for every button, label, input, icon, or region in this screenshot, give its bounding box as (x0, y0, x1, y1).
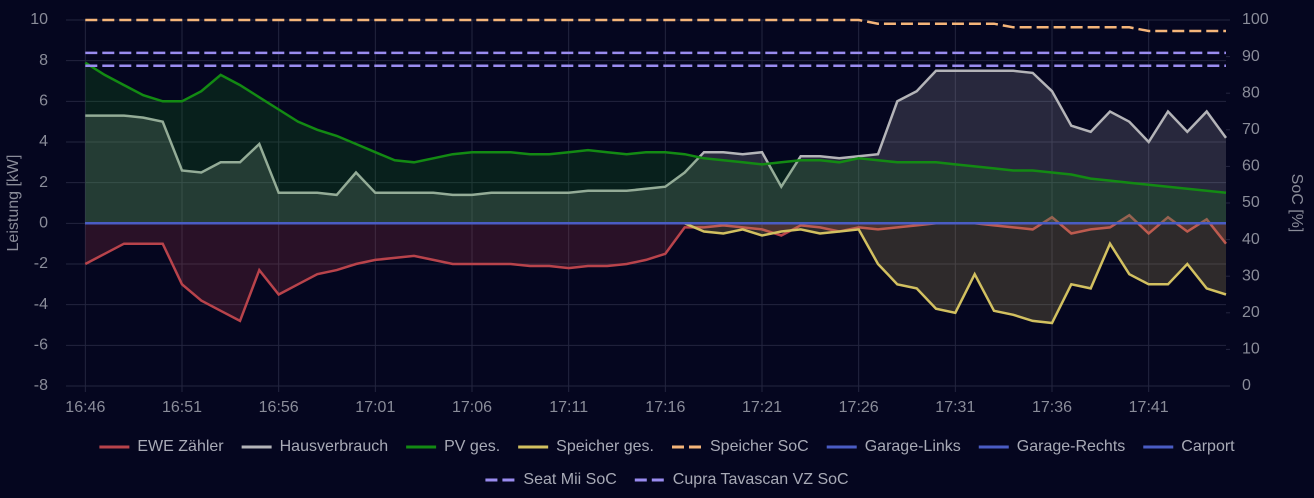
x-tick-label: 17:16 (645, 399, 685, 416)
y-tick-label: 8 (39, 52, 48, 69)
legend-label: Speicher SoC (710, 438, 809, 455)
series-line (84, 61, 1227, 195)
x-tick-label: 17:36 (1032, 399, 1072, 416)
y-tick-label: -8 (34, 377, 48, 394)
y2-tick-label: 40 (1242, 231, 1260, 248)
legend: EWE Zähler Hausverbrauch PV ges. Speicher g… (99, 438, 1235, 488)
legend-item: Hausverbrauch (241, 438, 389, 455)
area (85, 215, 1226, 321)
area (85, 62, 1226, 224)
legend-label: Garage-Links (865, 438, 961, 455)
legend-label: Cupra Tavascan VZ SoC (673, 471, 849, 488)
x-tick-label: 17:11 (549, 399, 588, 416)
x-tick-label: 17:01 (355, 399, 395, 416)
y2-tick-label: 70 (1242, 121, 1260, 138)
x-tick-label: 17:21 (742, 399, 782, 416)
y-tick-label: -4 (34, 296, 48, 313)
legend-item: EWE Zähler (99, 438, 224, 455)
y-tick-label: 10 (30, 11, 48, 28)
y-tick-label: 0 (39, 215, 48, 232)
area (85, 70, 1226, 224)
legend-label: Garage-Rechts (1017, 438, 1126, 455)
legend-item: Speicher SoC (672, 438, 809, 455)
x-tick-label: 16:51 (162, 399, 202, 416)
legend-label: PV ges. (444, 438, 500, 455)
y2-tick-label: 50 (1242, 194, 1260, 211)
legend-item: Cupra Tavascan VZ SoC (634, 471, 849, 488)
area (85, 223, 1226, 323)
y-tick-label: 2 (39, 174, 48, 191)
x-tick-label: 17:31 (935, 399, 975, 416)
y-tick-label: -6 (34, 337, 48, 354)
legend-label: Hausverbrauch (280, 438, 389, 455)
legend-item: Seat Mii SoC (485, 471, 617, 488)
legend-item: Garage-Rechts (978, 438, 1126, 455)
legend-label: EWE Zähler (137, 438, 224, 455)
x-tick-label: 16:46 (65, 399, 105, 416)
legend-item: Garage-Links (826, 438, 961, 455)
x-tick-label: 17:06 (452, 399, 492, 416)
legend-label: Speicher ges. (556, 438, 654, 455)
x-tick-label: 16:56 (259, 399, 299, 416)
y-tick-label: -2 (34, 255, 48, 272)
y-tick-label: 4 (39, 133, 48, 150)
series-line (85, 18, 1226, 33)
series-line (85, 69, 1228, 197)
y2-tick-label: 30 (1242, 267, 1260, 284)
y2-tick-label: 100 (1242, 11, 1269, 28)
x-tick-label: 17:41 (1129, 399, 1169, 416)
y2-tick-label: 80 (1242, 84, 1260, 101)
series-line (84, 213, 1227, 323)
legend-item: Speicher ges. (518, 438, 654, 455)
y-axis-title: Leistung [kW] (5, 155, 22, 252)
legend-label: Seat Mii SoC (523, 471, 616, 488)
y2-tick-label: 60 (1242, 158, 1260, 175)
y2-tick-label: 0 (1242, 377, 1251, 394)
y2-tick-label: 90 (1242, 48, 1260, 65)
y2-axis-title: SoC [%] (1288, 174, 1305, 233)
x-tick-label: 17:26 (839, 399, 879, 416)
legend-label: Carport (1181, 438, 1235, 455)
legend-item: Carport (1143, 438, 1235, 455)
y-tick-label: 6 (39, 93, 48, 110)
y2-tick-label: 20 (1242, 304, 1260, 321)
y2-tick-label: 10 (1242, 341, 1260, 358)
legend-item: PV ges. (406, 438, 500, 455)
